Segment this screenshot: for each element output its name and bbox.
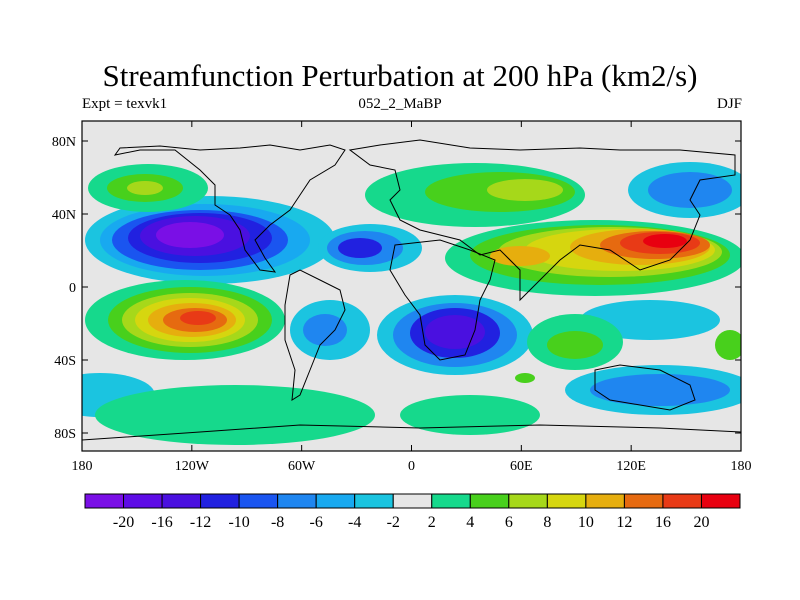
- contour-fill: [487, 179, 563, 201]
- y-tick-label: 0: [69, 281, 76, 296]
- contour-fill: [303, 314, 347, 346]
- season-label: DJF: [716, 96, 742, 112]
- y-tick-label: 80N: [52, 135, 76, 150]
- colorbar-swatch: [354, 493, 394, 509]
- contour-fill: [338, 238, 382, 258]
- x-tick-label: 120W: [175, 459, 210, 474]
- colorbar-label: 10: [578, 514, 594, 531]
- contour-fill: [648, 172, 732, 208]
- contour-fill: [425, 315, 485, 349]
- colorbar-swatch: [123, 493, 163, 509]
- colorbar-label: -8: [271, 514, 284, 531]
- south-america-outline: [284, 269, 346, 401]
- colorbar-swatch: [84, 493, 125, 509]
- colorbar-label: 16: [655, 514, 671, 531]
- contour-fill: [515, 373, 535, 383]
- contour-fill: [715, 330, 741, 360]
- contour-fill: [127, 181, 163, 195]
- colorbar-label: -2: [387, 514, 400, 531]
- colorbar-label: 2: [428, 514, 436, 531]
- colorbar-swatch: [508, 493, 548, 509]
- antarctica-outline: [82, 424, 741, 441]
- colorbar-label: 6: [505, 514, 513, 531]
- colorbar-label: 12: [616, 514, 632, 531]
- case-label: 052_2_MaBP: [358, 96, 442, 112]
- colorbar-swatch: [315, 493, 356, 509]
- colorbar-label: -6: [310, 514, 323, 531]
- y-axis: 80N 40N 0 40S 80S: [52, 135, 741, 442]
- contour-fills: [82, 162, 741, 445]
- africa-outline: [389, 239, 496, 361]
- y-tick-label: 80S: [54, 427, 76, 442]
- north-america-outline: [113, 144, 346, 273]
- colorbar-swatch: [161, 493, 202, 509]
- coastlines: [82, 139, 741, 441]
- colorbar-swatch: [200, 493, 240, 509]
- x-tick-label: 0: [408, 459, 415, 474]
- colorbar-label: -12: [190, 514, 211, 531]
- contour-fill: [547, 331, 603, 359]
- colorbar: -20 -16 -12 -10 -8 -6 -4 -2 2 4 6 8 10 12 16 20: [84, 493, 741, 531]
- colorbar-label: 4: [466, 514, 474, 531]
- x-tick-label: 120E: [616, 459, 646, 474]
- colorbar-swatch: [662, 493, 702, 509]
- colorbar-swatch: [431, 493, 471, 509]
- contour-fill: [490, 246, 550, 266]
- australia-outline: [594, 364, 696, 411]
- colorbar-swatch: [277, 493, 317, 509]
- contour-fill: [643, 234, 687, 248]
- colorbar-swatch: [585, 493, 625, 509]
- y-tick-label: 40S: [54, 354, 76, 369]
- colorbar-swatch: [546, 493, 587, 509]
- colorbar-swatch: [623, 493, 664, 509]
- eurasia-outline: [348, 139, 736, 302]
- x-tick-label: 180: [731, 459, 752, 474]
- colorbar-label: -20: [113, 514, 134, 531]
- colorbar-swatch: [469, 493, 510, 509]
- colorbar-swatch: [238, 493, 279, 509]
- x-axis: 180 120W 60W 0 60E 120E 180: [72, 121, 752, 474]
- colorbar-label: -10: [228, 514, 249, 531]
- colorbar-swatch: [392, 493, 433, 509]
- y-tick-label: 40N: [52, 208, 76, 223]
- x-tick-label: 180: [72, 459, 93, 474]
- contour-fill: [400, 395, 540, 435]
- colorbar-label: -16: [151, 514, 172, 531]
- plot-title: Streamfunction Perturbation at 200 hPa (…: [102, 58, 698, 93]
- contour-fill: [156, 222, 224, 248]
- contour-fill: [95, 385, 375, 445]
- colorbar-label: 20: [693, 514, 709, 531]
- contour-fill: [180, 311, 216, 325]
- colorbar-swatch: [700, 493, 741, 509]
- colorbar-label: -4: [348, 514, 361, 531]
- x-tick-label: 60E: [510, 459, 533, 474]
- x-tick-label: 60W: [288, 459, 316, 474]
- colorbar-label: 8: [543, 514, 551, 531]
- contour-fill: [590, 374, 730, 406]
- experiment-label: Expt = texvk1: [82, 96, 168, 112]
